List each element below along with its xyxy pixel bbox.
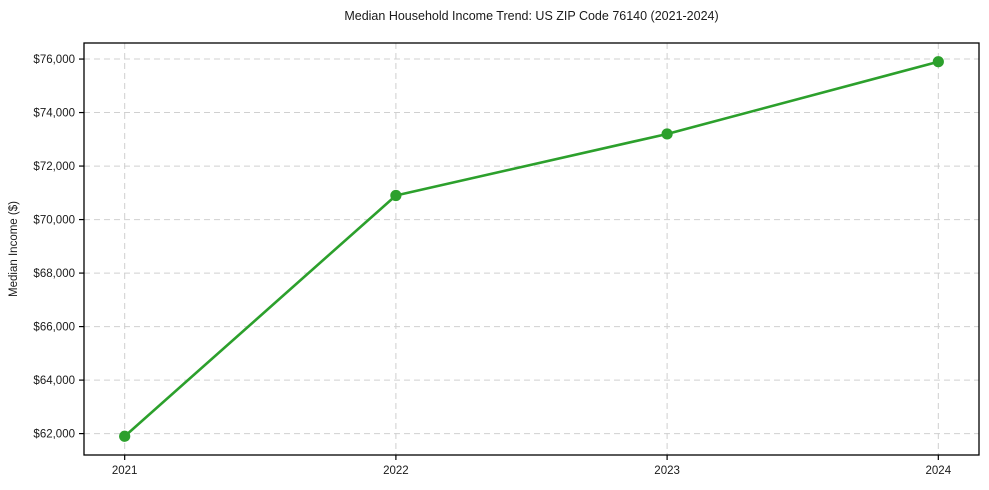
data-point [661, 128, 673, 140]
y-tick-label: $68,000 [33, 268, 75, 280]
y-tick-label: $66,000 [33, 321, 75, 333]
y-tick-label: $76,000 [33, 54, 75, 66]
plot-border [83, 42, 980, 456]
data-point [119, 430, 131, 442]
chart-title: Median Household Income Trend: US ZIP Co… [344, 9, 719, 23]
y-tick-label: $74,000 [33, 107, 75, 119]
x-tick-label: 2021 [112, 465, 138, 477]
y-tick-label: $70,000 [33, 214, 75, 226]
x-tick-labels: 2021 2022 2023 2024 [112, 465, 952, 477]
data-point [932, 56, 944, 68]
y-tick-labels: $62,000 $64,000 $66,000 $68,000 $70,000 $72,0… [33, 54, 75, 441]
grid-lines [84, 43, 979, 455]
y-tick-label: $62,000 [33, 429, 75, 441]
series-line [123, 60, 940, 438]
x-tick-label: 2024 [926, 465, 952, 477]
tick-marks [79, 58, 939, 460]
x-tick-label: 2023 [654, 465, 680, 477]
y-tick-label: $72,000 [33, 161, 75, 173]
y-axis-title: Median Income ($) [8, 201, 20, 297]
x-tick-label: 2022 [383, 465, 409, 477]
y-tick-label: $64,000 [33, 375, 75, 387]
data-point [390, 189, 402, 202]
